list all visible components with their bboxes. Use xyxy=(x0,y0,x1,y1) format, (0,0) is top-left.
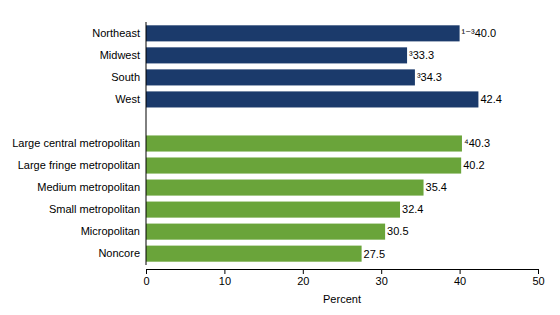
y-tick: South xyxy=(111,71,146,83)
x-tick-label: 0 xyxy=(143,275,149,287)
x-tick-label: 10 xyxy=(219,275,231,287)
data-label: 27.5 xyxy=(364,248,385,260)
x-tick-label: 40 xyxy=(454,275,466,287)
y-tick-label: Medium metropolitan xyxy=(37,181,140,193)
x-tick: 30 xyxy=(376,269,388,287)
y-tick: West xyxy=(115,93,146,105)
y-axis-line xyxy=(146,22,147,265)
plot: ¹⁻³40.0 ³33.3 ³34.3 42.4 ⁴40.3 40.2 35.432.4 30… xyxy=(12,22,544,287)
data-label: ³34.3 xyxy=(417,71,442,83)
x-axis-line xyxy=(147,269,539,270)
x-tick-mark xyxy=(146,269,147,274)
x-tick-label: 30 xyxy=(376,275,388,287)
y-tick: Micropolitan xyxy=(81,225,146,237)
bar xyxy=(146,180,424,196)
x-tick-label: 50 xyxy=(532,275,544,287)
data-label: ⁴40.3 xyxy=(464,137,490,149)
bar xyxy=(146,135,462,151)
bars xyxy=(146,25,478,261)
y-tick-label: Midwest xyxy=(100,49,140,61)
bar xyxy=(146,246,362,262)
x-tick: 20 xyxy=(297,269,309,287)
y-tick-label: Northeast xyxy=(92,27,140,39)
x-tick-mark xyxy=(303,269,304,274)
bar xyxy=(146,91,478,107)
bar xyxy=(146,47,407,63)
y-tick-label: Small metropolitan xyxy=(49,203,140,215)
y-tick: Small metropolitan xyxy=(49,203,146,215)
bar xyxy=(146,224,385,240)
y-tick: Large fringe metropolitan xyxy=(18,159,146,171)
x-tick-mark xyxy=(460,269,461,274)
y-tick-label: Large central metropolitan xyxy=(12,137,140,149)
bar xyxy=(146,25,460,41)
y-tick-label: Noncore xyxy=(98,247,140,259)
data-labels: ¹⁻³40.0 ³33.3 ³34.3 42.4 ⁴40.3 40.2 35.432.4 30… xyxy=(364,27,502,259)
data-label: ¹⁻³40.0 xyxy=(462,27,497,39)
y-tick: Northeast xyxy=(92,27,146,39)
y-axis: Northeast Midwest South West Large central m… xyxy=(12,22,146,265)
x-tick-mark xyxy=(224,269,225,274)
y-tick: Midwest xyxy=(100,49,146,61)
y-tick-label: West xyxy=(115,93,140,105)
data-label: 40.2 xyxy=(463,159,484,171)
data-label: 35.4 xyxy=(426,181,447,193)
bar xyxy=(146,202,400,218)
x-tick: 50 xyxy=(532,269,544,287)
x-axis: 0 10 20 30 40 50 xyxy=(143,269,544,287)
y-tick: Large central metropolitan xyxy=(12,137,146,149)
data-label: 30.5 xyxy=(387,225,408,237)
y-tick: Medium metropolitan xyxy=(37,181,146,193)
y-tick-label: Large fringe metropolitan xyxy=(18,159,140,171)
data-label: 32.4 xyxy=(402,203,423,215)
x-tick: 0 xyxy=(143,269,149,287)
bar xyxy=(146,69,415,85)
y-tick-label: South xyxy=(111,71,140,83)
x-axis-title: Percent xyxy=(323,293,361,305)
x-tick: 10 xyxy=(219,269,231,287)
chart: ¹⁻³40.0 ³33.3 ³34.3 42.4 ⁴40.3 40.2 35.432.4 30… xyxy=(0,0,560,315)
x-tick-mark xyxy=(538,269,539,274)
bar xyxy=(146,157,461,173)
x-tick: 40 xyxy=(454,269,466,287)
data-label: 42.4 xyxy=(480,93,501,105)
y-tick: Noncore xyxy=(98,247,146,259)
x-tick-mark xyxy=(381,269,382,274)
y-tick-label: Micropolitan xyxy=(81,225,140,237)
data-label: ³33.3 xyxy=(409,49,434,61)
x-tick-label: 20 xyxy=(297,275,309,287)
